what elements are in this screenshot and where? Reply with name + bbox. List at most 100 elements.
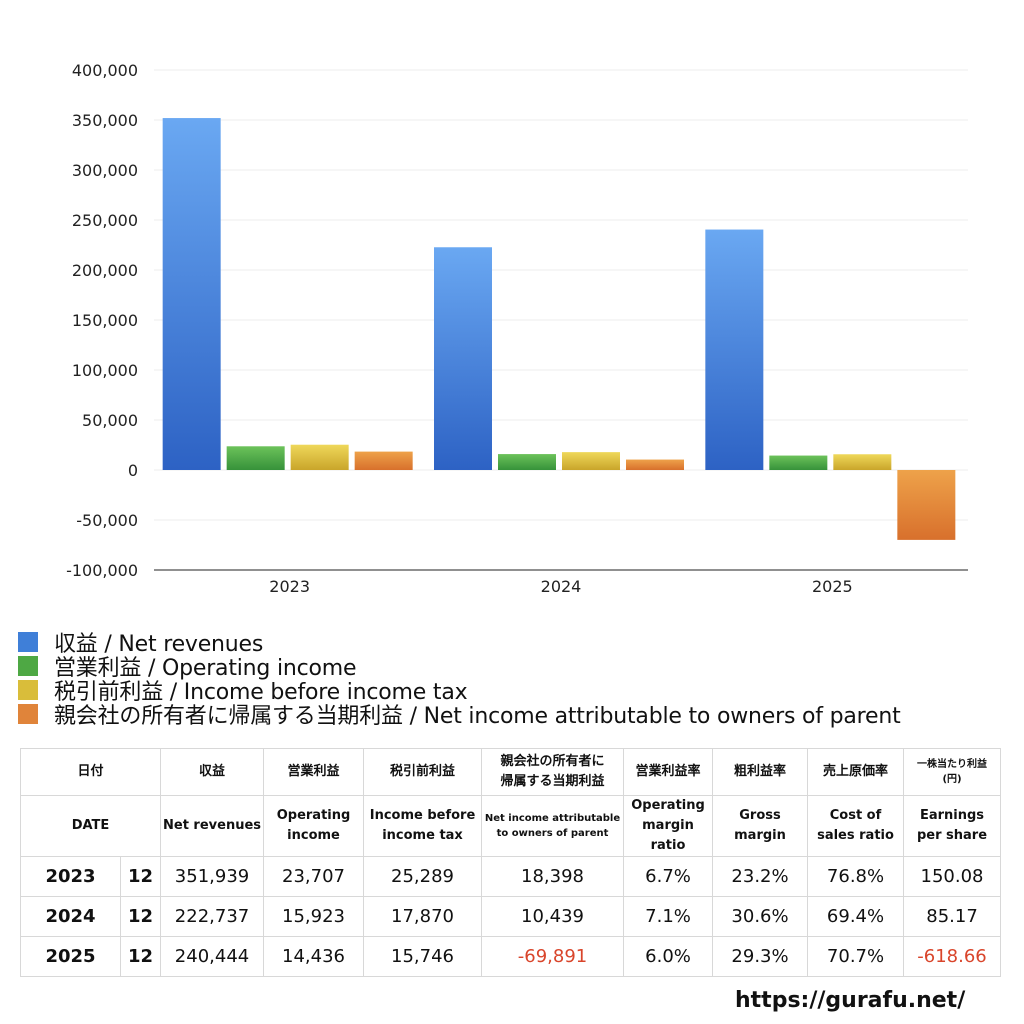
header-operating-jp: 営業利益 bbox=[263, 748, 365, 796]
cell-month: 12 bbox=[119, 936, 162, 977]
y-tick-label: 400,000 bbox=[72, 61, 138, 80]
header-op-margin-en: Operating margin ratio bbox=[623, 795, 714, 857]
bar-0-1 bbox=[226, 446, 285, 470]
bar-0-3 bbox=[354, 451, 413, 470]
legend-item-income-before-tax: 税引前利益 / Income before income tax bbox=[18, 678, 901, 705]
cell-revenue: 222,737 bbox=[160, 896, 265, 937]
header-date-en: DATE bbox=[19, 795, 162, 857]
x-tick-label: 2023 bbox=[269, 577, 310, 596]
cell-pretax: 15,746 bbox=[363, 936, 483, 977]
y-tick-label: 200,000 bbox=[72, 261, 138, 280]
cell-op-margin: 6.7% bbox=[623, 856, 714, 897]
bar-0-0 bbox=[162, 118, 221, 470]
header-row-english: DATE Net revenues Operating income Incom… bbox=[19, 795, 1002, 857]
header-netincome-jp-line2: 帰属する当期利益 bbox=[500, 774, 605, 789]
cell-month: 12 bbox=[119, 896, 162, 937]
header-pretax-jp: 税引前利益 bbox=[363, 748, 483, 796]
cell-eps: -618.66 bbox=[903, 936, 1002, 977]
table-row: 2023 12 351,939 23,707 25,289 18,398 6.7… bbox=[20, 856, 1002, 897]
cell-gross-margin: 30.6% bbox=[712, 896, 809, 937]
legend-label: 税引前利益 / Income before income tax bbox=[54, 680, 468, 705]
cell-netincome: 10,439 bbox=[481, 896, 625, 937]
legend-swatch bbox=[18, 656, 38, 676]
header-op-margin-en-line3: ratio bbox=[650, 838, 686, 853]
cell-operating: 23,707 bbox=[263, 856, 365, 897]
header-date-jp: 日付 bbox=[19, 748, 162, 796]
header-eps-jp-line2: (円) bbox=[942, 774, 962, 785]
y-tick-label: 100,000 bbox=[72, 361, 138, 380]
header-netincome-en-line2: to owners of parent bbox=[496, 828, 609, 839]
cell-eps: 150.08 bbox=[903, 856, 1002, 897]
site-url: https://gurafu.net/ bbox=[735, 988, 966, 1013]
header-op-margin-en-line2: margin bbox=[642, 818, 694, 833]
x-tick-label: 2025 bbox=[812, 577, 853, 596]
header-eps-jp: 一株当たり利益 (円) bbox=[903, 748, 1002, 796]
bar-1-0 bbox=[434, 247, 492, 470]
legend-item-operating-income: 営業利益 / Operating income bbox=[18, 654, 901, 681]
bar-0-2 bbox=[290, 444, 349, 470]
cell-eps: 85.17 bbox=[903, 896, 1002, 937]
header-gross-margin-jp: 粗利益率 bbox=[712, 748, 809, 796]
bar-1-3 bbox=[626, 459, 684, 470]
cell-operating: 15,923 bbox=[263, 896, 365, 937]
y-tick-label: 250,000 bbox=[72, 211, 138, 230]
cell-cost-ratio: 76.8% bbox=[807, 856, 905, 897]
header-operating-en-line1: Operating bbox=[276, 808, 351, 823]
header-row-japanese: 日付 収益 営業利益 税引前利益 親会社の所有者に 帰属する当期利益 営業利益率… bbox=[19, 748, 1002, 796]
cell-pretax: 17,870 bbox=[363, 896, 483, 937]
header-pretax-en: Income before income tax bbox=[363, 795, 483, 857]
legend-swatch bbox=[18, 632, 38, 652]
header-pretax-en-line2: income tax bbox=[382, 828, 463, 843]
bar-2-1 bbox=[769, 455, 828, 470]
cell-revenue: 240,444 bbox=[160, 936, 265, 977]
legend-label: 親会社の所有者に帰属する当期利益 / Net income attributab… bbox=[54, 704, 901, 729]
bars bbox=[162, 118, 956, 540]
header-op-margin-jp: 営業利益率 bbox=[623, 748, 714, 796]
legend-swatch bbox=[18, 704, 38, 724]
cell-op-margin: 6.0% bbox=[623, 936, 714, 977]
header-cost-en-line2: sales ratio bbox=[817, 828, 894, 843]
header-gross-margin-en: Gross margin bbox=[712, 795, 809, 857]
header-netincome-en-line1: Net income attributable bbox=[484, 813, 621, 824]
cell-cost-ratio: 70.7% bbox=[807, 936, 905, 977]
legend: 収益 / Net revenues 営業利益 / Operating incom… bbox=[18, 630, 901, 729]
header-netincome-jp: 親会社の所有者に 帰属する当期利益 bbox=[481, 748, 625, 796]
header-cost-ratio-jp: 売上原価率 bbox=[807, 748, 905, 796]
header-cost-ratio-en: Cost of sales ratio bbox=[807, 795, 905, 857]
cell-year: 2025 bbox=[20, 936, 121, 977]
bar-2-2 bbox=[833, 454, 892, 470]
legend-label: 営業利益 / Operating income bbox=[54, 656, 357, 681]
header-gross-en-line1: Gross bbox=[739, 808, 781, 823]
header-netincome-jp-line1: 親会社の所有者に bbox=[500, 754, 605, 769]
cell-op-margin: 7.1% bbox=[623, 896, 714, 937]
cell-netincome: -69,891 bbox=[481, 936, 625, 977]
cell-gross-margin: 23.2% bbox=[712, 856, 809, 897]
header-eps-jp-line1: 一株当たり利益 bbox=[917, 759, 988, 770]
x-axis-ticks: 2023 2024 2025 bbox=[269, 577, 852, 596]
legend-label: 収益 / Net revenues bbox=[54, 632, 264, 657]
header-netincome-en: Net income attributable to owners of par… bbox=[481, 795, 625, 857]
header-eps-en-line1: Earnings bbox=[919, 808, 985, 823]
cell-gross-margin: 29.3% bbox=[712, 936, 809, 977]
cell-month: 12 bbox=[119, 856, 162, 897]
y-tick-label: 350,000 bbox=[72, 111, 138, 130]
bar-1-1 bbox=[498, 454, 556, 470]
table-row: 2024 12 222,737 15,923 17,870 10,439 7.1… bbox=[20, 896, 1002, 937]
cell-pretax: 25,289 bbox=[363, 856, 483, 897]
y-axis-ticks: 400,000 350,000 300,000 250,000 200,000 150,0… bbox=[66, 61, 138, 580]
x-tick-label: 2024 bbox=[541, 577, 582, 596]
table-row: 2025 12 240,444 14,436 15,746 -69,891 6.… bbox=[20, 936, 1002, 977]
bar-chart: 400,000 350,000 300,000 250,000 200,000 150,0… bbox=[66, 61, 968, 596]
grid-lines bbox=[154, 69, 968, 521]
bar-1-2 bbox=[562, 452, 620, 470]
header-eps-en: Earnings per share bbox=[903, 795, 1002, 857]
bar-2-0 bbox=[705, 229, 764, 470]
y-tick-label: 300,000 bbox=[72, 161, 138, 180]
y-tick-label: -100,000 bbox=[66, 561, 138, 580]
legend-item-net-income-parent: 親会社の所有者に帰属する当期利益 / Net income attributab… bbox=[18, 702, 901, 729]
header-op-margin-en-line1: Operating bbox=[631, 798, 705, 813]
cell-cost-ratio: 69.4% bbox=[807, 896, 905, 937]
header-operating-en: Operating income bbox=[263, 795, 365, 857]
header-gross-en-line2: margin bbox=[734, 828, 786, 843]
header-cost-en-line1: Cost of bbox=[829, 808, 882, 823]
